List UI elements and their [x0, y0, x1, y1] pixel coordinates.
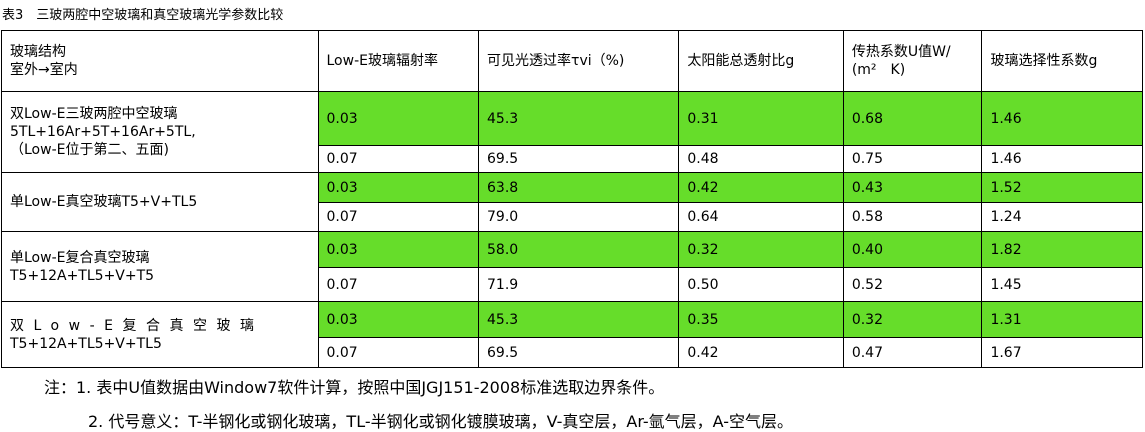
structure-text: 5TL+16Ar+5T+16Ar+5TL, [10, 124, 196, 140]
value-cell: 0.47 [842, 337, 983, 368]
structure-cell: 双Low-E复合真空玻璃 T5+12A+TL5+V+TL5 [1, 301, 319, 368]
header-text: (m² K) [851, 62, 906, 78]
header-cell: 玻璃结构室外→室内 [1, 30, 319, 92]
value-cell: 1.46 [981, 91, 1143, 146]
structure-cell: 单Low-E真空玻璃T5+V+TL5 [1, 172, 319, 232]
row: 0.07 79.0 0.64 0.58 1.24 [2, 202, 1143, 232]
row: 单Low-E真空玻璃T5+V+TL5 0.03 63.8 0.42 0.43 1.52 [1, 172, 1143, 232]
value-cell: 1.46 [981, 145, 1143, 173]
row: 双Low-E复合真空玻璃 T5+12A+TL5+V+TL5 0.03 45.3 0.35… [1, 301, 1143, 368]
structure-text: T5+12A+TL5+V+TL5 [10, 335, 162, 352]
value-cell: 69.5 [478, 145, 680, 173]
value-cell: 1.45 [981, 267, 1143, 302]
value-cell: 0.35 [678, 301, 844, 338]
header-text: 传热系数U值W/ [851, 44, 951, 60]
value-cell: 0.03 [317, 91, 480, 146]
value-cell: 0.03 [317, 301, 480, 338]
value-cell: 69.5 [478, 337, 680, 368]
value-cell: 0.31 [678, 91, 844, 146]
value-cell: 0.75 [842, 145, 983, 173]
structure-text: 双Low-E复合真空玻璃 [10, 317, 264, 334]
value-cell: 45.3 [478, 301, 680, 338]
row: 单Low-E复合真空玻璃 T5+12A+TL5+V+T5 0.03 58.0 0.32 0… [1, 231, 1143, 302]
caption: 表3 三玻两腔中空玻璃和真空玻璃光学参数比较 [2, 8, 284, 23]
note: 注：1. 表中U值数据由Window7软件计算，按照中国JGJ151-2008标… [44, 378, 665, 397]
value-cell: 0.64 [678, 202, 844, 232]
value-cell: 0.03 [317, 231, 480, 268]
value-cell: 1.24 [981, 202, 1143, 232]
value-cell: 1.82 [981, 231, 1143, 268]
value-cell: 0.32 [842, 301, 983, 338]
value-cell: 0.40 [842, 231, 983, 268]
header-text: 玻璃选择性系数g [990, 53, 1098, 69]
structure-cell: 单Low-E复合真空玻璃 T5+12A+TL5+V+T5 [1, 231, 319, 302]
value-cell: 0.42 [678, 337, 844, 368]
value-cell: 58.0 [478, 231, 680, 268]
structure-text: （Low-E位于第二、五面) [10, 142, 169, 158]
value-cell: 0.43 [842, 172, 983, 203]
value-cell: 1.31 [981, 301, 1143, 338]
value-cell: 0.07 [317, 267, 480, 302]
row: 0.07 69.5 0.42 0.47 1.67 [2, 337, 1143, 368]
header-cell: 太阳能总透射比g [678, 30, 844, 92]
structure-cell: 双Low-E三玻两腔中空玻璃 5TL+16Ar+5T+16Ar+5TL, （Low-… [1, 91, 319, 173]
table: 玻璃结构室外→室内 Low-E玻璃辐射率 可见光透过率τvi（%) 太阳能总透射比g 传… [1, 30, 1143, 368]
value-cell: 0.48 [678, 145, 844, 173]
header-text: 太阳能总透射比g [687, 53, 795, 69]
header-row: 玻璃结构室外→室内 Low-E玻璃辐射率 可见光透过率τvi（%) 太阳能总透射比g 传… [1, 30, 1143, 92]
row: 0.07 69.5 0.48 0.75 1.46 [2, 145, 1143, 173]
header-cell: 可见光透过率τvi（%) [478, 30, 680, 92]
value-cell: 1.52 [981, 172, 1143, 203]
header-text: 室外→室内 [10, 62, 78, 78]
value-cell: 0.50 [678, 267, 844, 302]
value-cell: 45.3 [478, 91, 680, 146]
value-cell: 0.68 [842, 91, 983, 146]
header-cell: 传热系数U值W/ (m² K) [842, 30, 983, 92]
value-cell: 63.8 [478, 172, 680, 203]
value-cell: 71.9 [478, 267, 680, 302]
value-cell: 0.32 [678, 231, 844, 268]
structure-text: 双Low-E三玻两腔中空玻璃 [10, 106, 178, 122]
value-cell: 0.03 [317, 172, 480, 203]
structure-text: 单Low-E复合真空玻璃 [10, 249, 150, 266]
value-cell: 0.52 [842, 267, 983, 302]
row: 0.07 71.9 0.50 0.52 1.45 [2, 267, 1143, 302]
note: 2. 代号意义：T-半钢化或钢化玻璃，TL-半钢化或钢化镀膜玻璃，V-真空层，A… [88, 412, 794, 431]
structure-text: 单Low-E真空玻璃T5+V+TL5 [10, 194, 198, 210]
row: 双Low-E三玻两腔中空玻璃 5TL+16Ar+5T+16Ar+5TL, （Low-… [1, 91, 1143, 173]
header-cell: 玻璃选择性系数g [981, 30, 1143, 92]
value-cell: 79.0 [478, 202, 680, 232]
value-cell: 0.58 [842, 202, 983, 232]
value-cell: 0.07 [317, 145, 480, 173]
value-cell: 0.07 [317, 337, 480, 368]
header-text: 可见光透过率τvi（%) [487, 53, 625, 69]
value-cell: 0.42 [678, 172, 844, 203]
structure-text: T5+12A+TL5+V+T5 [10, 267, 155, 284]
header-text: Low-E玻璃辐射率 [326, 53, 438, 69]
value-cell: 0.07 [317, 202, 480, 232]
value-cell: 1.67 [981, 337, 1143, 368]
header-text: 玻璃结构 [10, 44, 66, 60]
header-cell: Low-E玻璃辐射率 [317, 30, 480, 92]
